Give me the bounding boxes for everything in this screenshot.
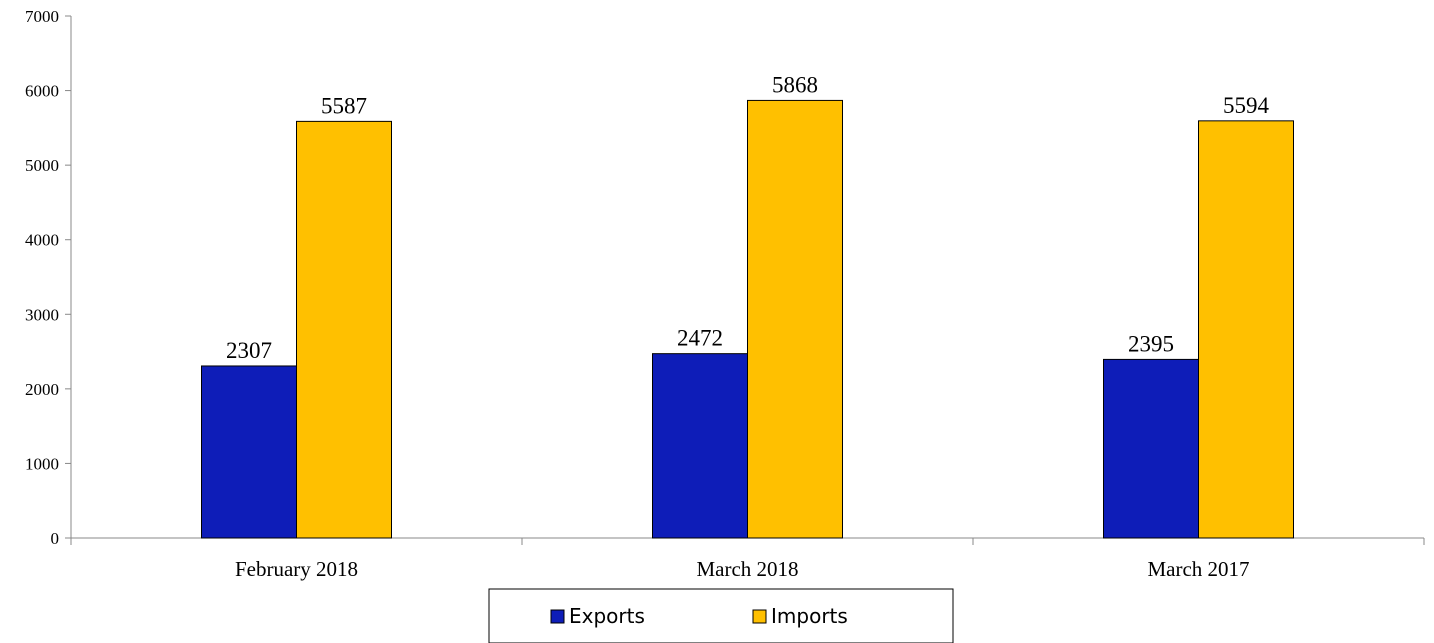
y-tick-label: 0 <box>51 529 60 548</box>
y-tick-label: 7000 <box>25 7 59 26</box>
y-tick-label: 6000 <box>25 82 59 101</box>
data-label: 5587 <box>321 93 367 118</box>
data-label: 2307 <box>226 338 272 363</box>
y-axis: 0 1000 2000 3000 4000 5000 6000 7000 <box>25 7 72 548</box>
bar-imports-3 <box>1198 120 1294 539</box>
bar-exports-3 <box>1103 358 1199 539</box>
x-category-label: February 2018 <box>235 557 358 581</box>
bar-exports-1 <box>201 365 297 539</box>
bar-exports-2 <box>652 353 748 539</box>
bar-imports-1 <box>296 120 392 539</box>
data-label: 2395 <box>1128 331 1174 356</box>
y-tick-label: 5000 <box>25 156 59 175</box>
legend-label-exports: Exports <box>569 604 645 628</box>
legend-box <box>488 588 954 643</box>
legend-label-imports: Imports <box>771 604 848 628</box>
data-labels: 2307 5587 2472 5868 2395 5594 <box>226 72 1270 363</box>
bars <box>201 99 1294 539</box>
legend-swatch-imports <box>752 609 767 624</box>
legend-swatch-exports <box>550 609 565 624</box>
x-category-label: March 2017 <box>1147 557 1249 581</box>
data-label: 5594 <box>1223 93 1270 118</box>
y-tick-label: 1000 <box>25 454 59 473</box>
legend: Exports Imports <box>488 588 954 643</box>
y-tick-label: 4000 <box>25 231 59 250</box>
data-label: 2472 <box>677 326 723 351</box>
y-tick-label: 3000 <box>25 305 59 324</box>
data-label: 5868 <box>772 72 818 97</box>
x-category-label: March 2018 <box>696 557 798 581</box>
bar-imports-2 <box>747 99 843 539</box>
y-tick-label: 2000 <box>25 380 59 399</box>
x-axis: February 2018 March 2018 March 2017 <box>70 537 1425 581</box>
